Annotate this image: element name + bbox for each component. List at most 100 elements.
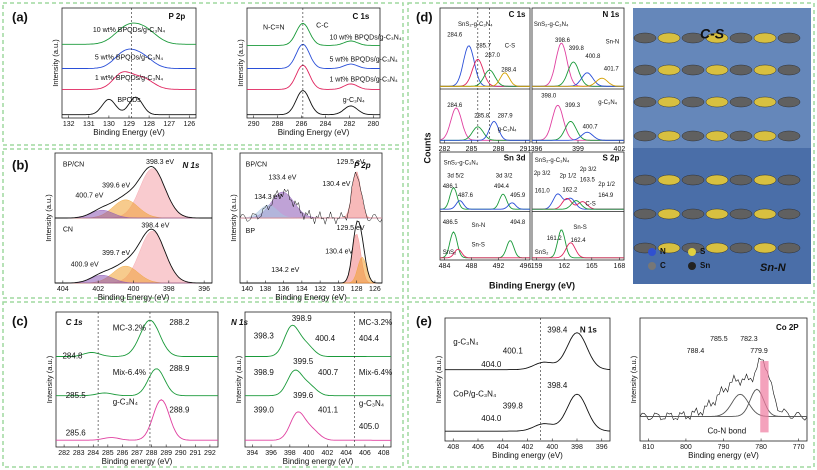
annotation: 487.6 — [458, 193, 474, 199]
legend-atom — [688, 262, 696, 270]
atom-layer — [777, 96, 801, 108]
annotation: Mix-6.4% — [359, 368, 392, 377]
x-tick-label: 285 — [466, 146, 478, 153]
annotation: 5 wt% BPQDs/g-C₃N₄ — [95, 54, 163, 61]
x-tick-label: 396 — [265, 450, 277, 457]
legend-atom — [688, 248, 696, 256]
x-tick-label: 131 — [83, 121, 95, 128]
x-tick-label: 126 — [183, 121, 195, 128]
structure-label: Sn-N — [760, 262, 787, 274]
annotation: 162.4 — [571, 238, 587, 244]
spectrum-curve — [532, 104, 624, 141]
structure-image: C-S Sn-N N S C Sn — [633, 8, 811, 284]
structure-label: S — [700, 247, 706, 256]
atom-layer — [753, 174, 777, 186]
x-tick-label: 800 — [680, 444, 692, 451]
y-axis-label: Intensity (a.u.) — [45, 355, 54, 403]
x-tick-label: 283 — [73, 450, 85, 457]
annotation: 399.8 — [503, 402, 524, 411]
spectrum-curve — [247, 64, 380, 90]
plot-title: N 1s — [580, 325, 597, 334]
annotation: 129.5 eV — [337, 225, 365, 232]
annotation: 398.0 — [541, 93, 557, 99]
x-tick-label: 408 — [447, 444, 459, 451]
x-tick-label: 129 — [123, 121, 135, 128]
annotation: 401.1 — [318, 406, 339, 415]
panel-label: (e) — [416, 313, 432, 328]
annotation: 164.9 — [598, 193, 614, 199]
y-axis-label: Counts — [422, 133, 432, 164]
annotation: 285.7 — [476, 43, 492, 49]
annotation: 398.4 — [547, 325, 568, 334]
atom-layer — [729, 208, 753, 220]
x-axis-label: Binding Energy (eV) — [278, 128, 350, 137]
legend-atom — [648, 248, 656, 256]
annotation: 130.4 eV — [322, 181, 350, 188]
annotation: 494.8 — [510, 220, 526, 226]
annotation: 5 wt% BPQDs/g-C₃N₄ — [329, 57, 397, 64]
x-tick-label: 287 — [131, 450, 143, 457]
annotation: 162.2 — [562, 187, 578, 193]
atom-layer — [657, 64, 681, 76]
annotation: 2p 1/2 — [598, 182, 615, 188]
structure-bg — [633, 8, 811, 148]
spectrum-curve — [247, 43, 380, 69]
x-axis-label: Binding energy (eV) — [492, 451, 563, 460]
x-tick-label: 398 — [163, 286, 175, 293]
annotation: 398.6 — [555, 38, 571, 44]
spectrum-curve — [445, 332, 611, 371]
panel-border — [2, 2, 404, 146]
atom-layer — [633, 208, 657, 220]
annotation: 285.5 — [66, 391, 87, 400]
spectrum-curve — [532, 72, 624, 87]
plot-title: C 1s — [352, 12, 369, 21]
panel-label: (c) — [12, 313, 28, 328]
x-tick-label: 404 — [57, 286, 69, 293]
annotation: 134.3 eV — [254, 194, 282, 201]
annotation: 134.2 eV — [271, 267, 299, 274]
annotation: 399.8 — [569, 46, 585, 52]
annotation: 398.4 — [547, 381, 568, 390]
annotation: SnS₂-g-C₃N₄ — [444, 160, 479, 166]
atom-layer — [705, 96, 729, 108]
annotation: 1 wt% BPQDs/g-C₃N₄ — [95, 75, 163, 82]
annotation: 399.3 — [565, 103, 581, 109]
structure-label: Sn — [700, 261, 710, 270]
atom-layer — [657, 242, 681, 254]
annotation: 399.6 — [293, 391, 314, 400]
spectrum-curve — [55, 166, 212, 219]
x-tick-label: 285 — [102, 450, 114, 457]
atom-layer — [777, 242, 801, 254]
annotation: Sn-N — [606, 39, 620, 45]
atom-layer — [777, 32, 801, 44]
x-tick-label: 400 — [303, 450, 315, 457]
spectrum-curve — [245, 369, 391, 397]
x-tick-label: 138 — [260, 286, 272, 293]
annotation: 288.9 — [169, 364, 190, 373]
annotation: 782.3 — [740, 336, 758, 343]
x-tick-label: 396 — [198, 286, 210, 293]
atom-layer — [657, 130, 681, 142]
x-tick-label: 128 — [351, 286, 363, 293]
x-tick-label: 291 — [189, 450, 201, 457]
x-tick-label: 282 — [344, 121, 356, 128]
annotation: 495.9 — [510, 193, 526, 199]
annotation: 405.0 — [359, 422, 380, 431]
atom-layer — [753, 242, 777, 254]
annotation: 404.0 — [481, 414, 502, 423]
spectrum-curve — [56, 319, 218, 357]
annotation: 129.5 eV — [337, 159, 365, 166]
annotation: SnS₂ — [443, 250, 457, 256]
annotation: MC-3.2% — [113, 323, 146, 332]
annotation: SnS₂-g-C₃N₄ — [458, 22, 493, 28]
x-tick-label: 402 — [522, 444, 534, 451]
x-tick-label: 399 — [572, 146, 584, 153]
x-tick-label: 126 — [369, 286, 381, 293]
spectrum-curve — [240, 220, 382, 284]
annotation: 2p 3/2 — [580, 167, 597, 173]
annotation: CoP/g-C₃N₄ — [453, 389, 496, 398]
atom-layer — [753, 64, 777, 76]
annotation: 404.0 — [481, 360, 502, 369]
annotation: 400.1 — [503, 346, 524, 355]
spectrum-curve — [245, 324, 391, 358]
